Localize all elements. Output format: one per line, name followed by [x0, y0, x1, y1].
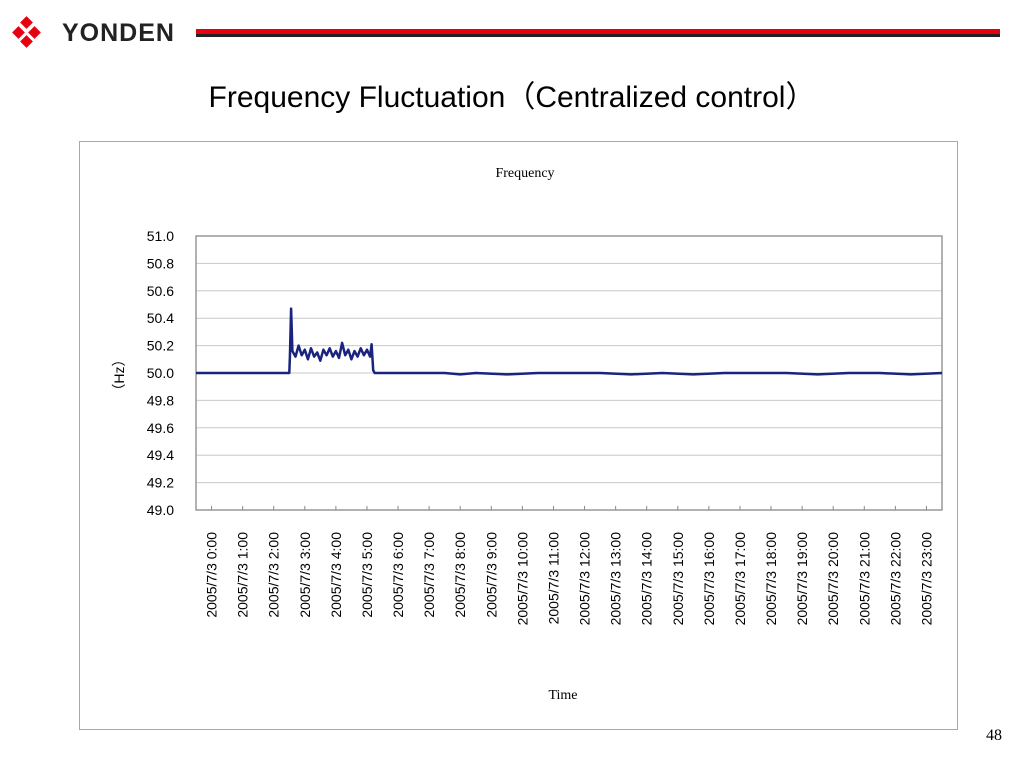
company-logo: YONDEN — [12, 12, 192, 52]
x-tick-label: 2005/7/3 6:00 — [390, 532, 406, 618]
x-tick-label: 2005/7/3 20:00 — [825, 532, 841, 626]
slide-title: Frequency Fluctuation（Centralized contro… — [208, 81, 816, 114]
x-tick-label: 2005/7/3 15:00 — [670, 532, 686, 626]
x-tick-label: 2005/7/3 23:00 — [918, 532, 934, 626]
x-axis-label: Time — [548, 688, 577, 703]
y-tick-label: 49.6 — [147, 420, 174, 436]
x-tick-label: 2005/7/3 13:00 — [608, 532, 624, 626]
y-tick-label: 50.8 — [147, 255, 174, 271]
x-tick-label: 2005/7/3 14:00 — [639, 532, 655, 626]
page-number: 48 — [986, 727, 1002, 744]
x-tick-label: 2005/7/3 10:00 — [514, 532, 530, 626]
series-line-frequency — [196, 307, 943, 376]
x-tick-label: 2005/7/3 7:00 — [421, 532, 437, 618]
chart-title: Frequency — [495, 166, 554, 181]
brand-name: YONDEN — [62, 19, 175, 47]
y-tick-label: 51.0 — [147, 228, 174, 244]
x-tick-label: 2005/7/3 11:00 — [545, 532, 561, 625]
y-tick-label: 50.2 — [147, 338, 174, 354]
x-tick-label: 2005/7/3 19:00 — [794, 532, 810, 626]
y-tick-label: 50.6 — [147, 283, 174, 299]
x-tick-label: 2005/7/3 5:00 — [359, 532, 375, 618]
x-tick-label: 2005/7/3 2:00 — [266, 532, 282, 618]
frequency-chart: Frequency 51.0 50.8 50.6 50.4 50.2 50.0 49.8 49.… — [111, 166, 943, 703]
chart-frame: Frequency 51.0 50.8 50.6 50.4 50.2 50.0 49.8 49.… — [79, 141, 958, 730]
y-axis-label: （Hz） — [111, 352, 127, 397]
x-tick-label: 2005/7/3 17:00 — [732, 532, 748, 626]
x-tick-label: 2005/7/3 9:00 — [483, 532, 499, 618]
y-tick-label: 49.0 — [147, 502, 174, 518]
y-tick-label: 50.0 — [147, 365, 174, 381]
x-tick-label: 2005/7/3 18:00 — [763, 532, 779, 626]
x-tick-label: 2005/7/3 4:00 — [328, 532, 344, 618]
x-tick-label: 2005/7/3 3:00 — [297, 532, 313, 618]
y-tick-label: 49.8 — [147, 392, 174, 408]
y-tick-label: 50.4 — [147, 310, 174, 326]
x-tick-label: 2005/7/3 0:00 — [204, 532, 220, 618]
x-tick-label: 2005/7/3 12:00 — [577, 532, 593, 626]
x-tick-label: 2005/7/3 16:00 — [701, 532, 717, 626]
y-tick-label: 49.4 — [147, 447, 174, 463]
yonden-logo-icon — [12, 16, 41, 48]
x-tick-label: 2005/7/3 1:00 — [235, 532, 251, 618]
header-divider — [196, 29, 1000, 37]
y-tick-label: 49.2 — [147, 475, 174, 491]
x-tick-label: 2005/7/3 8:00 — [452, 532, 468, 618]
x-tick-label: 2005/7/3 21:00 — [856, 532, 872, 626]
x-tick-label: 2005/7/3 22:00 — [887, 532, 903, 626]
